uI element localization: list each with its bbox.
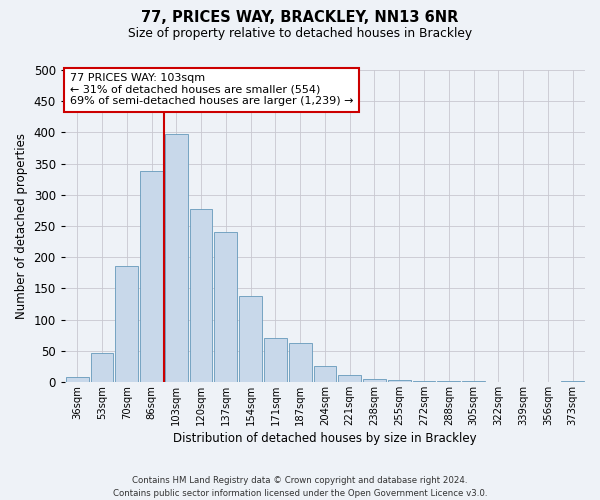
X-axis label: Distribution of detached houses by size in Brackley: Distribution of detached houses by size … [173,432,477,445]
Y-axis label: Number of detached properties: Number of detached properties [15,133,28,319]
Bar [214,232,237,382]
Bar [561,380,584,382]
Bar [314,366,337,382]
Text: Contains HM Land Registry data © Crown copyright and database right 2024.
Contai: Contains HM Land Registry data © Crown c… [113,476,487,498]
Text: Size of property relative to detached houses in Brackley: Size of property relative to detached ho… [128,28,472,40]
Bar [264,338,287,382]
Text: 77 PRICES WAY: 103sqm
← 31% of detached houses are smaller (554)
69% of semi-det: 77 PRICES WAY: 103sqm ← 31% of detached … [70,73,353,106]
Bar [66,377,89,382]
Bar [140,171,163,382]
Bar [289,343,311,382]
Bar [165,134,188,382]
Bar [338,375,361,382]
Bar [91,353,113,382]
Text: 77, PRICES WAY, BRACKLEY, NN13 6NR: 77, PRICES WAY, BRACKLEY, NN13 6NR [142,10,458,25]
Bar [388,380,410,382]
Bar [115,266,138,382]
Bar [239,296,262,382]
Bar [363,379,386,382]
Bar [413,380,436,382]
Bar [190,209,212,382]
